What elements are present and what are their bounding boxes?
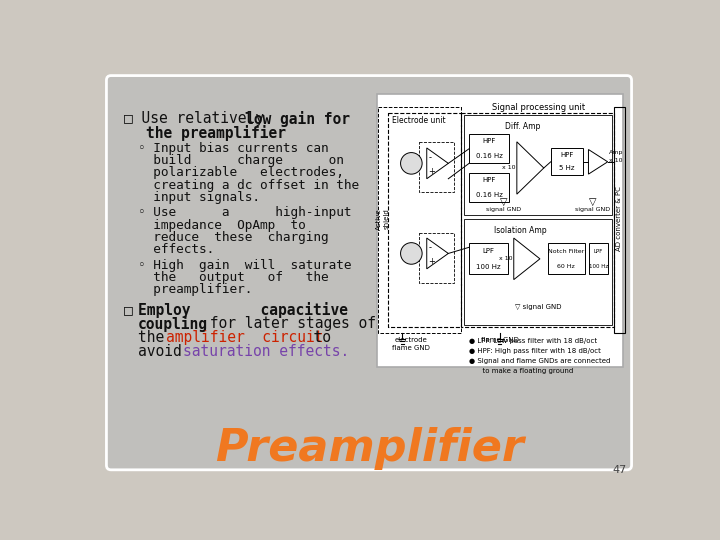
Text: Preamplifier: Preamplifier xyxy=(215,427,523,470)
Text: x 10: x 10 xyxy=(499,256,512,261)
Text: impedance  OpAmp  to: impedance OpAmp to xyxy=(138,219,306,232)
Polygon shape xyxy=(588,150,608,174)
Text: amplifier  circuit: amplifier circuit xyxy=(166,330,324,345)
Bar xyxy=(464,219,611,325)
Bar xyxy=(614,107,626,333)
Bar xyxy=(469,173,509,202)
Text: Amp: Amp xyxy=(609,150,624,155)
Text: Diff. Amp: Diff. Amp xyxy=(505,122,541,131)
Text: 60 Hz: 60 Hz xyxy=(557,264,575,269)
Bar xyxy=(551,148,583,175)
Text: ▽ signal GND: ▽ signal GND xyxy=(515,305,562,310)
Text: flame GND: flame GND xyxy=(392,345,431,351)
Text: x 10: x 10 xyxy=(609,158,623,163)
Text: effects.: effects. xyxy=(138,244,215,256)
Bar xyxy=(464,115,611,215)
Text: ◦ High  gain  will  saturate: ◦ High gain will saturate xyxy=(138,259,351,272)
Text: signal GND: signal GND xyxy=(486,207,521,212)
Text: the: the xyxy=(138,330,173,345)
Text: low gain for: low gain for xyxy=(245,111,350,127)
Text: Employ        capacitive: Employ capacitive xyxy=(138,302,348,318)
Text: x 10: x 10 xyxy=(502,165,516,171)
Text: 47: 47 xyxy=(613,465,627,475)
Text: flame GND: flame GND xyxy=(481,338,519,343)
Text: ● Signal and flame GNDs are connected: ● Signal and flame GNDs are connected xyxy=(469,358,611,364)
Text: for later stages of: for later stages of xyxy=(201,316,376,331)
Text: -: - xyxy=(428,153,431,161)
Text: +: + xyxy=(428,166,435,176)
Text: 5 Hz: 5 Hz xyxy=(559,165,575,171)
Bar xyxy=(548,244,585,274)
Text: reduce  these  charging: reduce these charging xyxy=(138,231,328,244)
Text: to make a floating ground: to make a floating ground xyxy=(469,368,573,374)
Text: AD converter & PC: AD converter & PC xyxy=(616,186,622,251)
Text: saturation effects.: saturation effects. xyxy=(183,343,349,359)
Text: the   output   of   the: the output of the xyxy=(138,271,328,284)
Text: ◦ Use      a      high-input: ◦ Use a high-input xyxy=(138,206,351,219)
Text: HPF: HPF xyxy=(482,177,496,183)
Text: coupling: coupling xyxy=(138,316,208,332)
Text: LPF: LPF xyxy=(482,248,495,254)
Text: electrode: electrode xyxy=(395,338,428,343)
Polygon shape xyxy=(514,238,540,280)
Text: Isolation Amp: Isolation Amp xyxy=(495,226,547,235)
Polygon shape xyxy=(427,148,449,179)
Text: LPF: LPF xyxy=(594,248,603,254)
Text: Signal processing unit: Signal processing unit xyxy=(492,103,585,112)
Bar xyxy=(589,244,608,274)
Text: HPF: HPF xyxy=(482,138,496,144)
Text: polarizable   electrodes,: polarizable electrodes, xyxy=(138,166,344,179)
Text: ● LPF: Low pass filter with 18 dB/oct: ● LPF: Low pass filter with 18 dB/oct xyxy=(469,338,597,344)
Text: avoid: avoid xyxy=(138,343,191,359)
Text: 100 Hz: 100 Hz xyxy=(476,264,500,269)
Text: input signals.: input signals. xyxy=(138,191,260,204)
Text: □: □ xyxy=(124,302,142,317)
Text: creating a dc offset in the: creating a dc offset in the xyxy=(138,179,359,192)
Text: ◦ Input bias currents can: ◦ Input bias currents can xyxy=(138,142,328,155)
Text: signal GND: signal GND xyxy=(575,207,610,212)
Text: ● HPF: High pass filter with 18 dB/oct: ● HPF: High pass filter with 18 dB/oct xyxy=(469,348,601,354)
Text: 0.16 Hz: 0.16 Hz xyxy=(476,192,503,198)
Text: +: + xyxy=(428,256,435,266)
Text: to: to xyxy=(296,330,331,345)
Text: ▽: ▽ xyxy=(588,197,596,207)
Bar xyxy=(469,244,508,274)
Text: Notch Filter: Notch Filter xyxy=(548,248,584,254)
Circle shape xyxy=(400,242,422,264)
Text: □ Use relatively: □ Use relatively xyxy=(124,111,273,126)
Text: 0.16 Hz: 0.16 Hz xyxy=(476,153,503,159)
FancyBboxPatch shape xyxy=(107,76,631,470)
Text: Electrode unit: Electrode unit xyxy=(392,116,446,125)
Text: build      charge      on: build charge on xyxy=(138,154,344,167)
Text: 100 Hz: 100 Hz xyxy=(589,264,608,269)
Text: the preamplifier: the preamplifier xyxy=(145,125,286,141)
Circle shape xyxy=(400,153,422,174)
Polygon shape xyxy=(427,238,449,269)
Text: HPF: HPF xyxy=(560,152,574,158)
Bar xyxy=(469,134,509,164)
Text: preamplifier.: preamplifier. xyxy=(138,284,253,296)
Text: Active
shield: Active shield xyxy=(377,208,390,230)
Text: ▽: ▽ xyxy=(500,197,508,207)
Polygon shape xyxy=(517,142,544,194)
Text: -: - xyxy=(428,243,431,252)
Bar xyxy=(377,94,623,367)
